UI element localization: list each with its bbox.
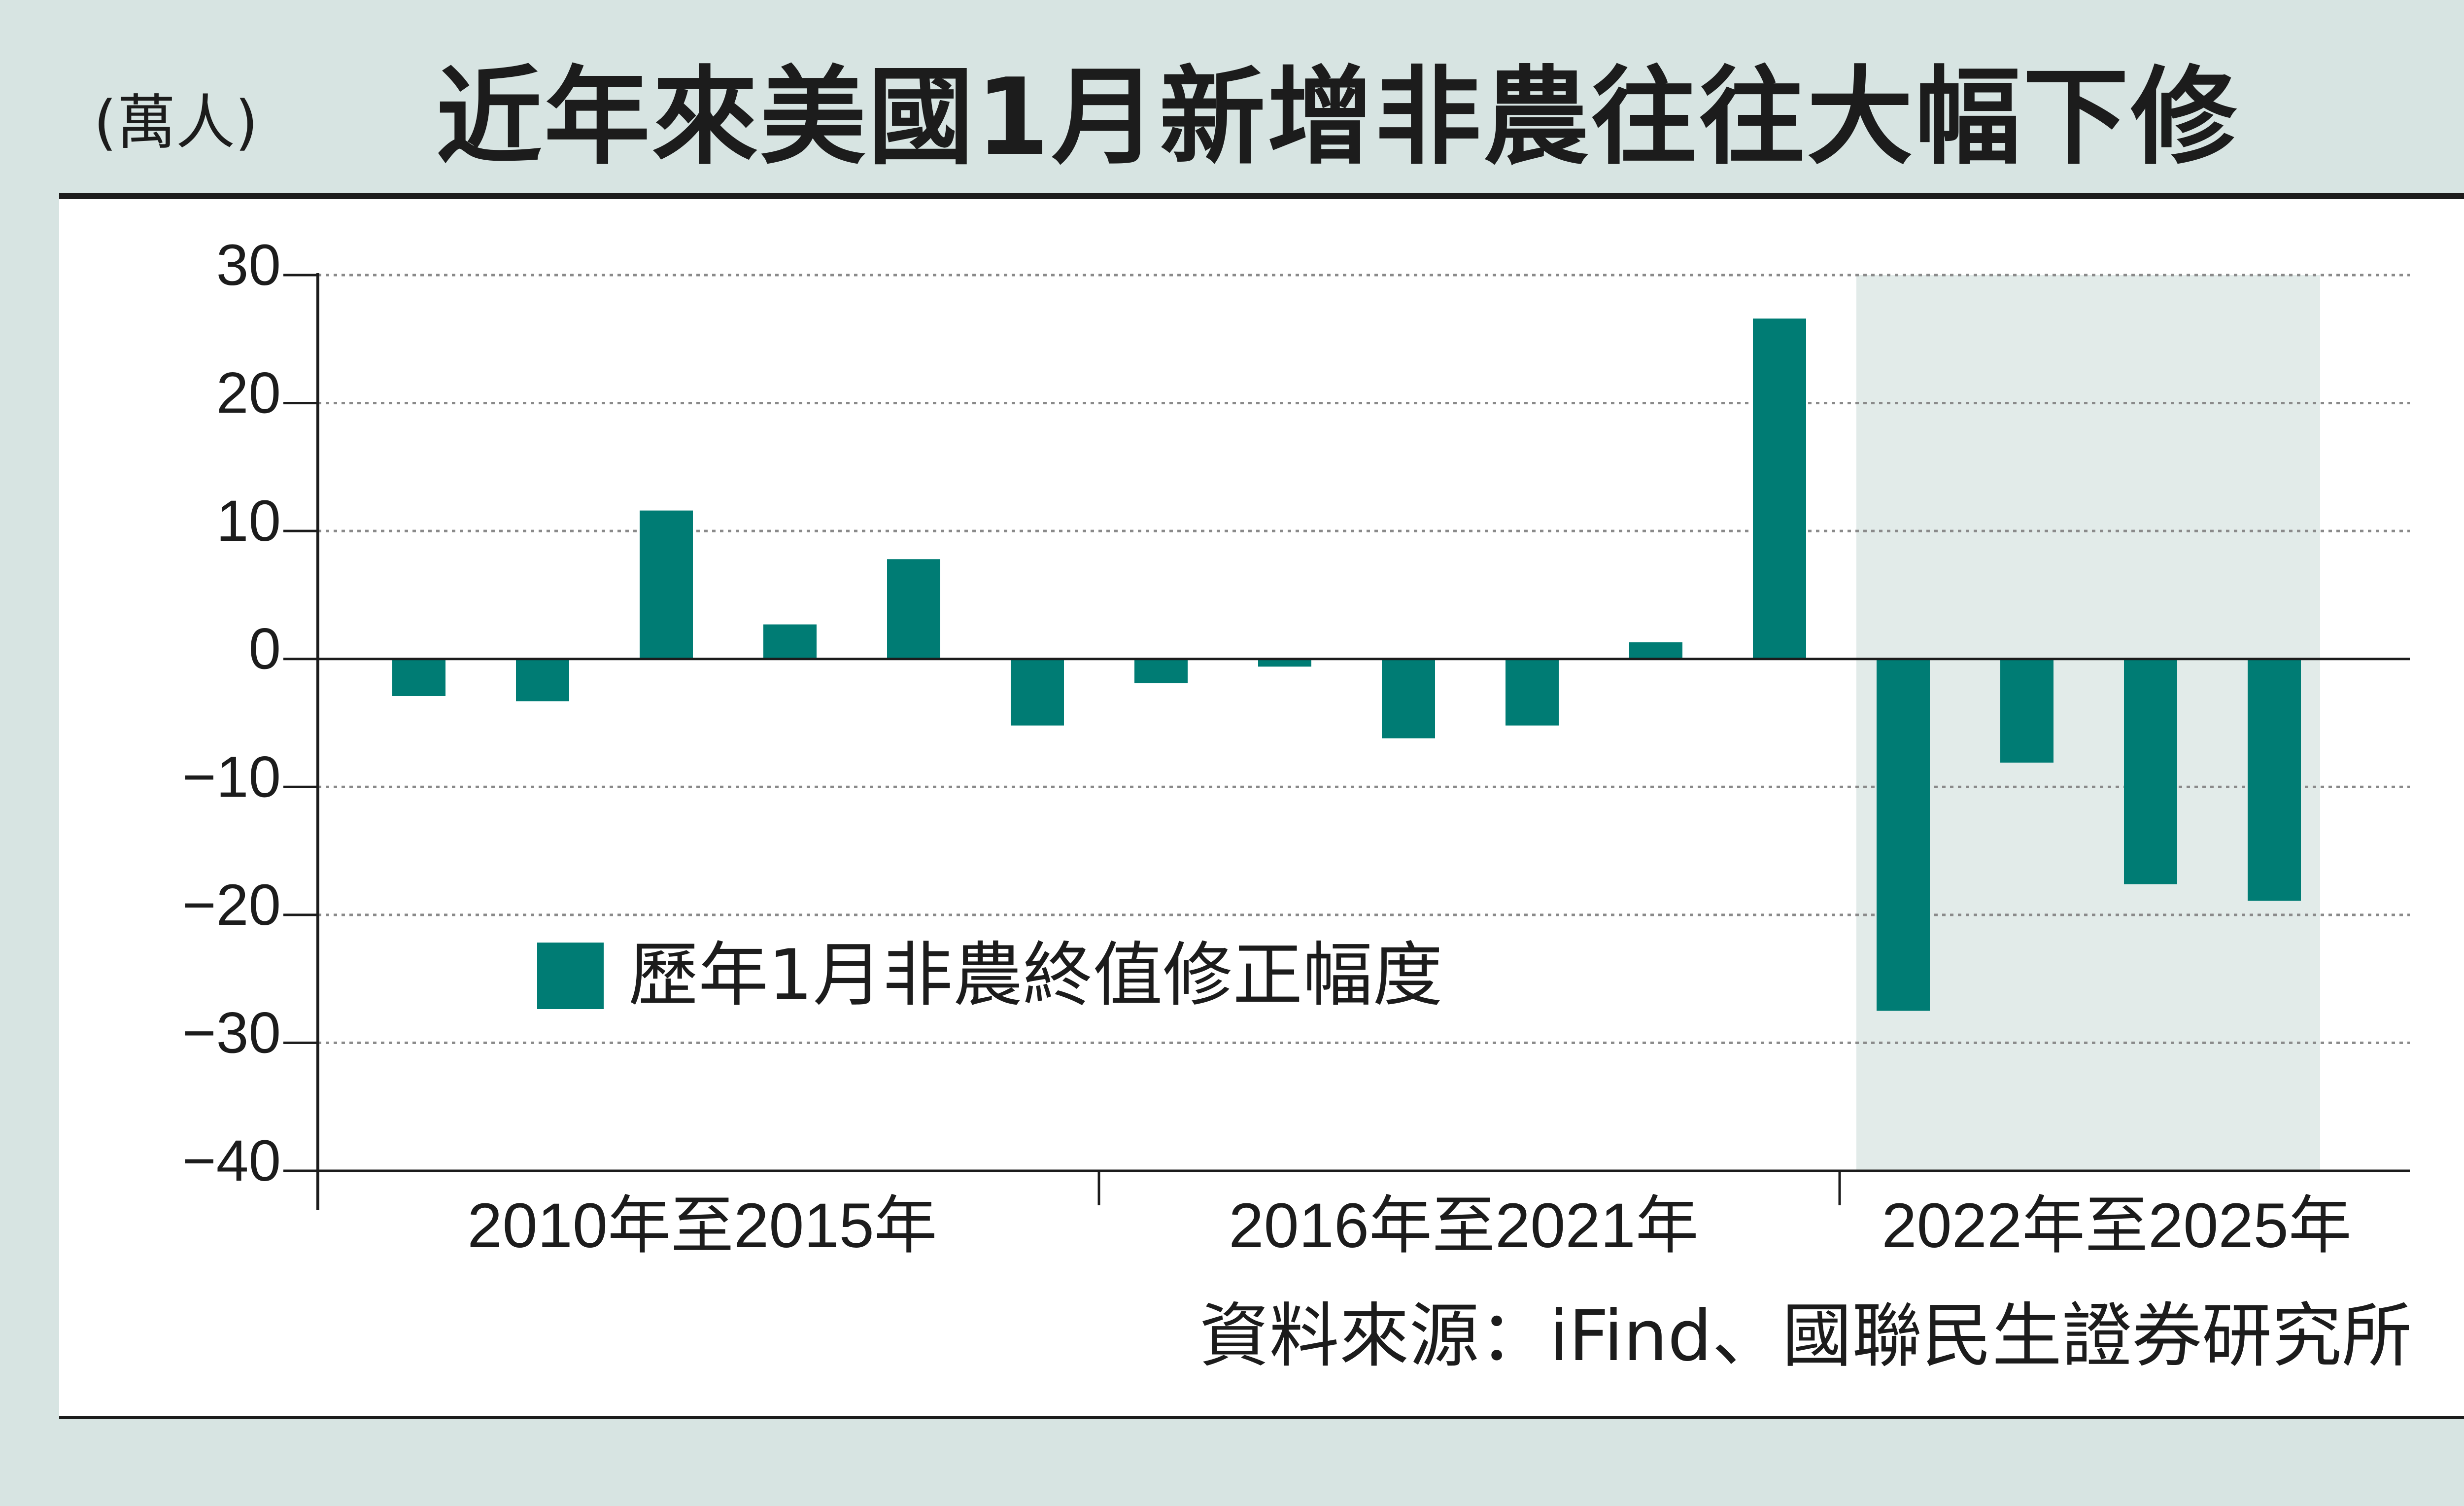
y-tick-label: 20 xyxy=(216,361,281,426)
bar-2020 xyxy=(1629,642,1682,659)
bar-2025 xyxy=(2248,659,2301,901)
group-label-2022-2025: 2022年至2025年 xyxy=(1882,1191,2352,1261)
bar-2021 xyxy=(1753,318,1806,659)
y-tick-label: 0 xyxy=(248,617,281,682)
bar-2022 xyxy=(1877,659,1930,1011)
group-label-2016-2021: 2016年至2021年 xyxy=(1229,1191,1699,1261)
bar-2023 xyxy=(2000,659,2053,763)
y-tick-label: −40 xyxy=(182,1128,281,1193)
chart-title: 近年來美國1月新增非農往往大幅下修 xyxy=(436,55,2239,179)
source-note: 資料來源：iFind、國聯民生證券研究所 xyxy=(1199,1296,2412,1377)
bar-2011 xyxy=(516,659,569,701)
bar-2017 xyxy=(1258,659,1311,667)
bar-2016 xyxy=(1134,659,1188,684)
legend: 歷年1月非農終值修正幅度 xyxy=(537,941,1442,1011)
y-tick-label: 10 xyxy=(216,489,281,554)
bar-2024 xyxy=(2124,659,2177,884)
unit-label: (萬人) xyxy=(94,89,258,157)
y-tick-label: −10 xyxy=(182,744,281,809)
bar-2010 xyxy=(392,659,445,696)
y-axis-ticks: 30 20 10 0 −10 −20 −30 −40 xyxy=(182,233,318,1193)
bottom-rule xyxy=(59,1416,2464,1419)
y-tick-label: 30 xyxy=(216,233,281,298)
group-label-2010-2015: 2010年至2015年 xyxy=(467,1191,937,1261)
y-tick-label: −20 xyxy=(182,873,281,938)
axes xyxy=(316,273,2410,1210)
highlight-region-2022-2025 xyxy=(1856,275,2320,1171)
legend-label: 歷年1月非農終值修正幅度 xyxy=(628,935,1443,1016)
x-group-labels: 2010年至2015年 2016年至2021年 2022年至2025年 xyxy=(467,1191,2352,1261)
bar-2019 xyxy=(1506,659,1559,726)
bar-2013 xyxy=(763,624,817,659)
bar-2015 xyxy=(1011,659,1064,726)
top-rule xyxy=(59,193,2464,199)
bar-2018 xyxy=(1382,659,1435,738)
bar-2014 xyxy=(887,559,940,659)
bars xyxy=(392,318,2301,1011)
y-tick-label: −30 xyxy=(182,1000,281,1065)
legend-swatch xyxy=(537,942,604,1009)
bar-2012 xyxy=(640,510,693,659)
